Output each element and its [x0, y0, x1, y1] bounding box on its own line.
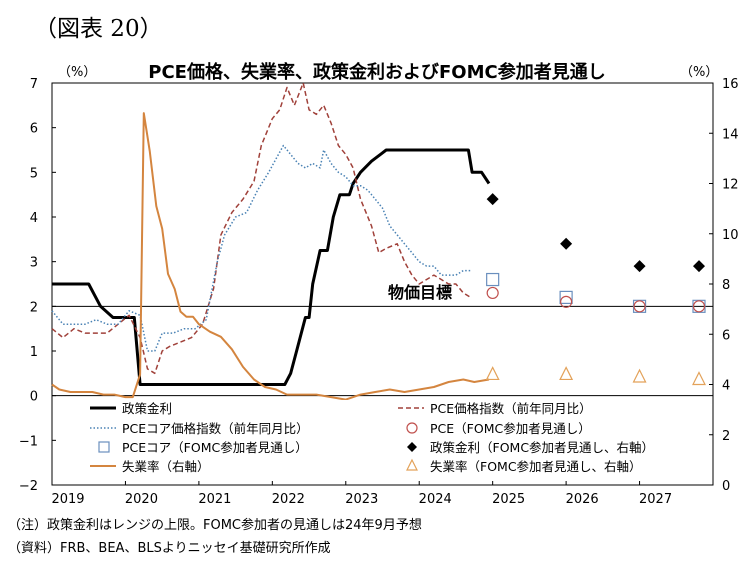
policy-rate-projection-marker	[633, 260, 646, 273]
left-tick-label: 4	[30, 211, 38, 226]
figure-label: （図表 20）	[34, 16, 163, 42]
source-note: （資料）FRB、BEA、BLSよりニッセイ基礎研究所作成	[8, 541, 331, 556]
x-tick-label: 2023	[345, 492, 378, 507]
left-tick-label: 7	[30, 77, 38, 92]
core-pce-projection-marker	[486, 272, 500, 287]
left-tick-label: 2	[30, 300, 38, 315]
legend-swatch	[406, 458, 418, 471]
x-tick-label: 2019	[51, 492, 84, 507]
left-tick-label: −2	[19, 479, 38, 494]
legend-swatch	[407, 442, 417, 452]
right-tick-label: 4	[722, 379, 730, 394]
pce-projection-marker	[633, 300, 646, 313]
policy-rate-projection-marker	[486, 193, 499, 206]
unemployment-projection-marker	[485, 366, 500, 381]
x-tick-label: 2026	[566, 492, 599, 507]
policy-rate-projection-marker	[693, 260, 705, 273]
legend-box	[88, 400, 628, 472]
left-tick-label: 1	[30, 345, 38, 360]
left-tick-label: 3	[30, 256, 38, 271]
left-tick-label: 5	[30, 166, 38, 181]
projection-group	[485, 193, 706, 386]
legend-label: 失業率（FOMC参加者見通し、右軸）	[430, 459, 642, 474]
right-tick-label: 8	[722, 278, 730, 293]
x-tick-label: 2022	[272, 492, 305, 507]
series-line	[51, 82, 471, 375]
legend-label: PCE（FOMC参加者見通し）	[430, 421, 591, 436]
right-tick-label: 14	[722, 127, 739, 142]
right-tick-label: 6	[722, 328, 730, 343]
left-tick-label: 0	[30, 390, 38, 405]
series-line	[52, 148, 491, 386]
series-group	[51, 82, 491, 401]
right-tick-label: 10	[722, 228, 739, 243]
legend-swatch	[98, 441, 110, 453]
left-tick-label: 6	[30, 122, 38, 137]
unemployment-projection-marker	[632, 368, 647, 383]
legend: 政策金利 PCE価格指数（前年同月比） PCEコア価格指数（前年同月比） PCE（FO…	[88, 400, 654, 474]
legend-label: PCE価格指数（前年同月比）	[430, 401, 592, 416]
target-label: 物価目標	[388, 283, 452, 302]
left-tick-label: −1	[19, 434, 38, 449]
pce-projection-marker	[692, 300, 706, 313]
legend-label: PCEコア（FOMC参加者見通し）	[122, 440, 308, 455]
footnote: （注）政策金利はレンジの上限。FOMC参加者の見通しは24年9月予想	[8, 518, 422, 533]
legend-label: 政策金利	[122, 401, 172, 416]
pce-projection-marker	[486, 286, 499, 300]
series-line	[51, 112, 490, 401]
unemployment-projection-marker	[692, 371, 706, 386]
x-tick-label: 2021	[198, 492, 231, 507]
right-tick-label: 2	[722, 429, 730, 444]
right-tick-label: 12	[722, 178, 739, 193]
x-tick-label: 2027	[639, 492, 672, 507]
reference-line-group: 物価目標	[52, 283, 713, 397]
unemployment-projection-marker	[559, 366, 574, 381]
pce-projection-marker	[560, 295, 573, 308]
series-line	[51, 144, 471, 352]
legend-label: PCEコア価格指数（前年同月比）	[122, 421, 309, 436]
x-tick-label: 2025	[492, 492, 525, 507]
legend-swatch	[406, 422, 418, 434]
legend-label: 政策金利（FOMC参加者見通し、右軸）	[430, 440, 654, 455]
x-tick-label: 2020	[125, 492, 158, 507]
chart-title: PCE価格、失業率、政策金利およびFOMC参加者見通し	[148, 62, 606, 83]
legend-label: 失業率（右軸）	[122, 459, 210, 474]
x-tick-label: 2024	[419, 492, 452, 507]
policy-rate-projection-marker	[560, 237, 573, 250]
right-tick-label: 0	[722, 479, 730, 494]
right-tick-label: 16	[722, 77, 739, 92]
left-unit-label: （%）	[58, 65, 96, 80]
core-pce-projection-marker	[559, 290, 573, 304]
right-unit-label: （%）	[680, 65, 718, 80]
